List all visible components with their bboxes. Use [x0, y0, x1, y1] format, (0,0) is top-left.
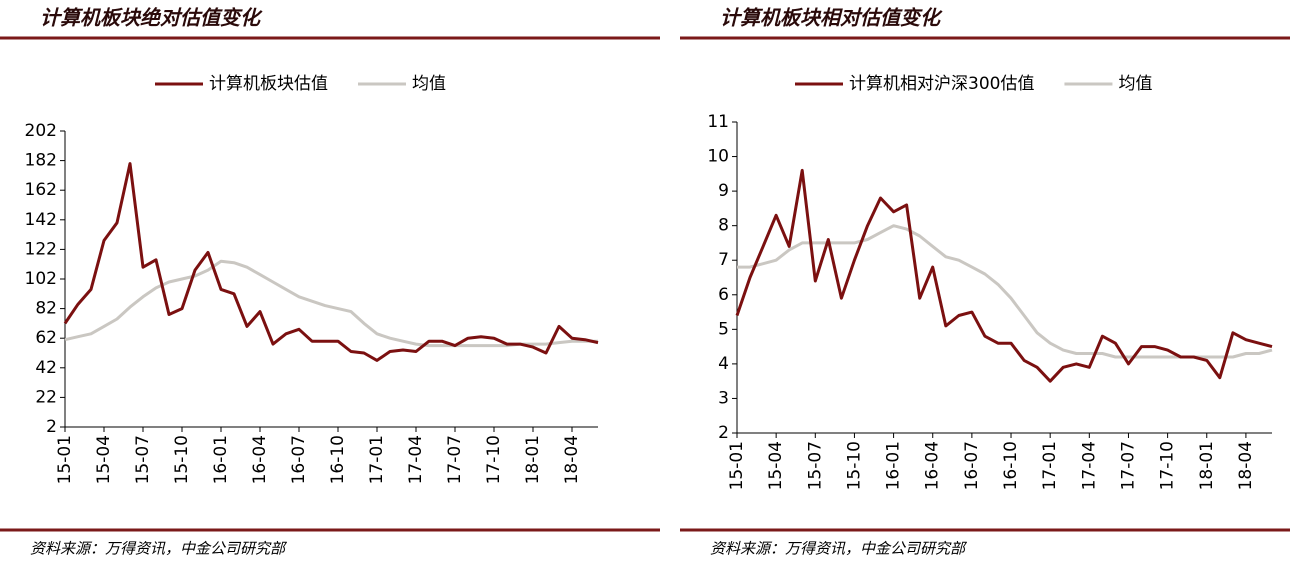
- x-tick-label: 18-01: [523, 435, 543, 484]
- x-tick-label: 16-10: [328, 435, 348, 484]
- y-tick-label: 10: [707, 147, 729, 167]
- y-tick-label: 11: [707, 112, 729, 132]
- y-tick-label: 182: [25, 151, 57, 171]
- y-tick-label: 22: [35, 387, 57, 407]
- legend-label: 计算机板块估值: [209, 74, 328, 94]
- x-tick-label: 16-01: [884, 441, 904, 490]
- x-tick-label: 17-01: [367, 435, 387, 484]
- x-tick-label: 16-07: [962, 441, 982, 490]
- y-tick-label: 142: [25, 210, 57, 230]
- x-tick-label: 17-10: [484, 435, 504, 484]
- x-tick-label: 15-04: [766, 441, 786, 490]
- y-tick-label: 2: [46, 417, 57, 437]
- x-tick-label: 17-10: [1158, 441, 1178, 490]
- x-tick-label: 15-10: [844, 441, 864, 490]
- x-tick-label: 17-01: [1040, 441, 1060, 490]
- x-tick-label: 17-07: [1118, 441, 1138, 490]
- x-tick-label: 17-04: [1079, 441, 1099, 490]
- y-tick-label: 82: [35, 299, 57, 319]
- x-tick-label: 15-01: [55, 435, 75, 484]
- x-tick-label: 17-04: [406, 435, 426, 484]
- y-tick-label: 9: [718, 181, 729, 201]
- x-tick-label: 15-07: [805, 441, 825, 490]
- y-tick-label: 4: [718, 354, 729, 374]
- y-tick-label: 6: [718, 285, 729, 305]
- legend-label: 均值: [1118, 74, 1152, 94]
- y-tick-label: 3: [718, 388, 729, 408]
- y-tick-label: 162: [25, 180, 57, 200]
- chart-title: 计算机板块绝对估值变化: [40, 6, 263, 30]
- x-tick-label: 18-04: [1236, 441, 1256, 490]
- y-tick-label: 202: [25, 121, 57, 141]
- source-note: 资料来源：万得资讯，中金公司研究部: [710, 540, 968, 558]
- x-tick-label: 15-10: [172, 435, 192, 484]
- x-tick-label: 15-07: [133, 435, 153, 484]
- source-note: 资料来源：万得资讯，中金公司研究部: [30, 540, 288, 558]
- x-tick-label: 17-07: [445, 435, 465, 484]
- legend-label: 均值: [412, 74, 446, 94]
- y-tick-label: 5: [718, 319, 729, 339]
- series-line: [737, 224, 1273, 359]
- y-tick-label: 2: [718, 423, 729, 443]
- x-tick-label: 16-04: [250, 435, 270, 484]
- y-tick-label: 7: [718, 250, 729, 270]
- x-tick-label: 16-04: [923, 441, 943, 490]
- y-tick-label: 102: [25, 269, 57, 289]
- series-line: [63, 162, 599, 362]
- y-tick-label: 42: [35, 358, 57, 378]
- x-tick-label: 15-01: [727, 441, 747, 490]
- x-tick-label: 16-07: [289, 435, 309, 484]
- x-tick-label: 16-10: [1001, 441, 1021, 490]
- series-line: [64, 259, 598, 348]
- y-tick-label: 8: [718, 216, 729, 236]
- chart-title: 计算机板块相对估值变化: [720, 6, 943, 30]
- series-line: [735, 168, 1273, 383]
- legend-label: 计算机相对沪深300估值: [849, 74, 1034, 94]
- x-tick-label: 18-04: [562, 435, 582, 484]
- y-tick-label: 122: [25, 239, 57, 259]
- x-tick-label: 15-04: [94, 435, 114, 484]
- y-tick-label: 62: [35, 328, 57, 348]
- x-tick-label: 16-01: [211, 435, 231, 484]
- x-tick-label: 18-01: [1197, 441, 1217, 490]
